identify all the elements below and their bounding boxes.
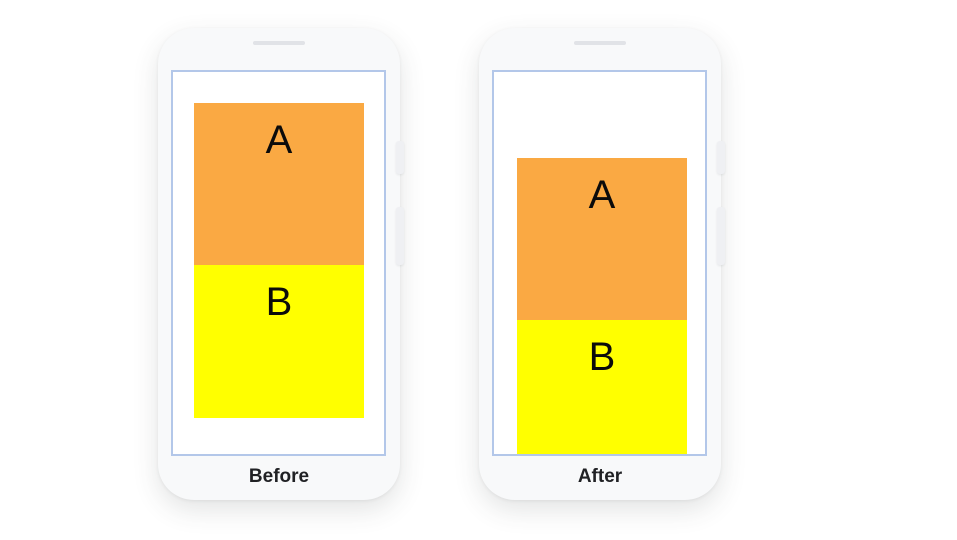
phone-before-frame: A B Before	[158, 28, 404, 500]
screen-content: A B	[194, 103, 364, 418]
phone-after: A B After	[479, 28, 725, 500]
phone-speaker	[253, 41, 305, 45]
block-a-label: A	[265, 118, 293, 162]
phone-before: A B Before	[158, 28, 404, 500]
block-b-label: B	[265, 280, 293, 324]
phone-side-button-bottom	[396, 207, 404, 265]
block-a-label: A	[588, 173, 616, 217]
phone-side-button-bottom	[717, 207, 725, 265]
phone-side-button-top	[717, 141, 725, 174]
content-block-b: B	[194, 265, 364, 418]
screen-content: A B	[517, 158, 687, 454]
phone-after-frame: A B After	[479, 28, 725, 500]
content-block-b: B	[517, 320, 687, 454]
phone-before-caption: Before	[248, 466, 310, 487]
content-block-a: A	[517, 158, 687, 320]
phone-before-screen: A B	[171, 70, 386, 456]
content-block-a: A	[194, 103, 364, 265]
phone-after-caption: After	[577, 466, 623, 487]
phone-side-button-top	[396, 141, 404, 174]
phone-speaker	[574, 41, 626, 45]
phone-after-screen: A B	[492, 70, 707, 456]
block-b-label: B	[588, 335, 616, 379]
